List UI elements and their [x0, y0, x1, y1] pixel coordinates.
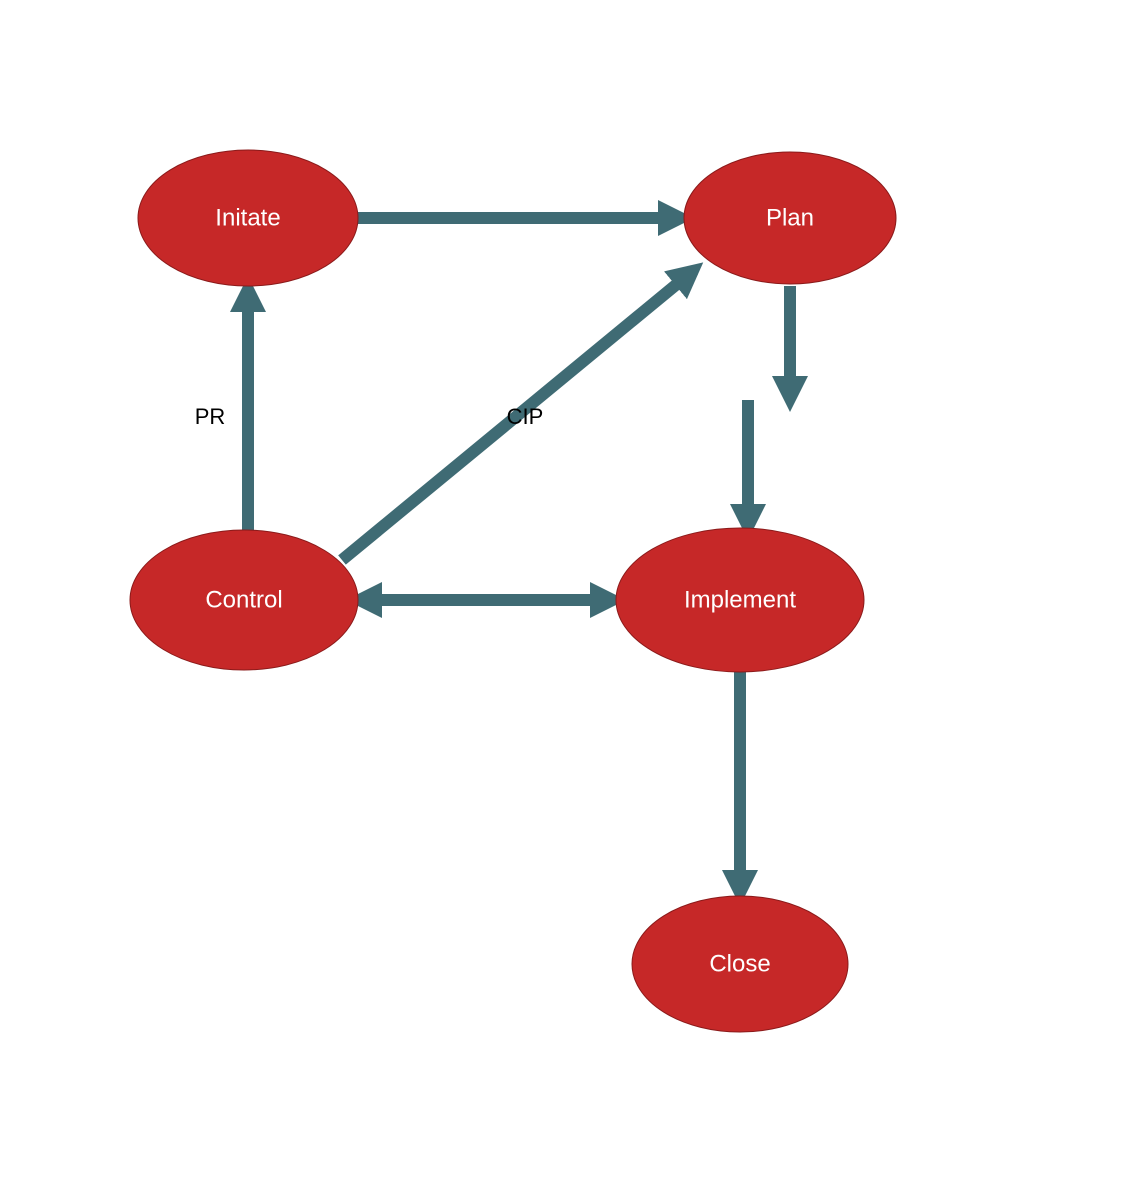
edge-label-pr: PR: [195, 404, 226, 429]
node-label-initiate: Initate: [215, 205, 280, 232]
node-label-plan: Plan: [766, 205, 814, 232]
flowchart-diagram: Initate Plan Control Implement Close PR CIP: [0, 0, 1140, 1204]
node-label-control: Control: [205, 587, 282, 614]
node-label-implement: Implement: [684, 587, 796, 614]
node-label-close: Close: [709, 951, 770, 978]
edge-label-cip: CIP: [507, 404, 544, 429]
nodes: Initate Plan Control Implement Close: [130, 150, 896, 1032]
